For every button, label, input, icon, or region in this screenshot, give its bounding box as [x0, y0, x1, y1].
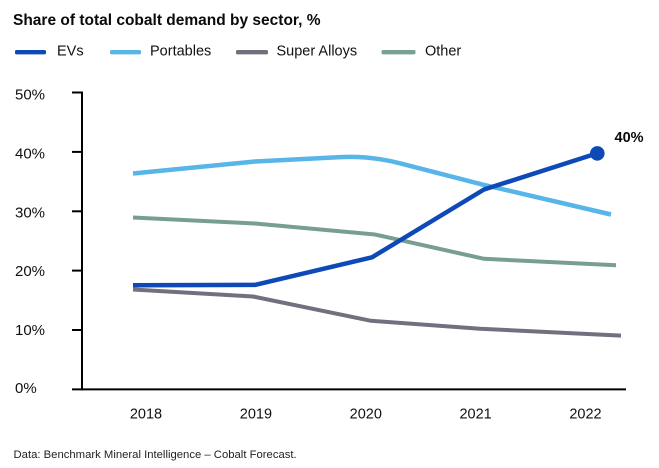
- svg-text:10%: 10%: [15, 322, 45, 339]
- svg-text:2018: 2018: [130, 407, 162, 423]
- svg-text:20%: 20%: [15, 263, 45, 280]
- svg-text:Data: Benchmark Mineral Intell: Data: Benchmark Mineral Intelligence – C…: [14, 449, 297, 461]
- svg-text:2022: 2022: [569, 407, 601, 423]
- svg-text:2020: 2020: [350, 407, 382, 423]
- svg-text:30%: 30%: [15, 204, 45, 221]
- svg-text:0%: 0%: [15, 380, 37, 397]
- svg-text:Share of total cobalt demand b: Share of total cobalt demand by sector, …: [13, 12, 321, 29]
- svg-text:40%: 40%: [615, 130, 644, 146]
- svg-text:EVs: EVs: [57, 43, 84, 59]
- svg-text:Portables: Portables: [150, 43, 211, 59]
- svg-text:Other: Other: [425, 43, 461, 59]
- svg-text:50%: 50%: [15, 86, 45, 103]
- svg-text:2019: 2019: [240, 407, 272, 423]
- svg-text:Super Alloys: Super Alloys: [277, 43, 358, 59]
- svg-text:2021: 2021: [459, 407, 491, 423]
- svg-text:40%: 40%: [15, 145, 45, 162]
